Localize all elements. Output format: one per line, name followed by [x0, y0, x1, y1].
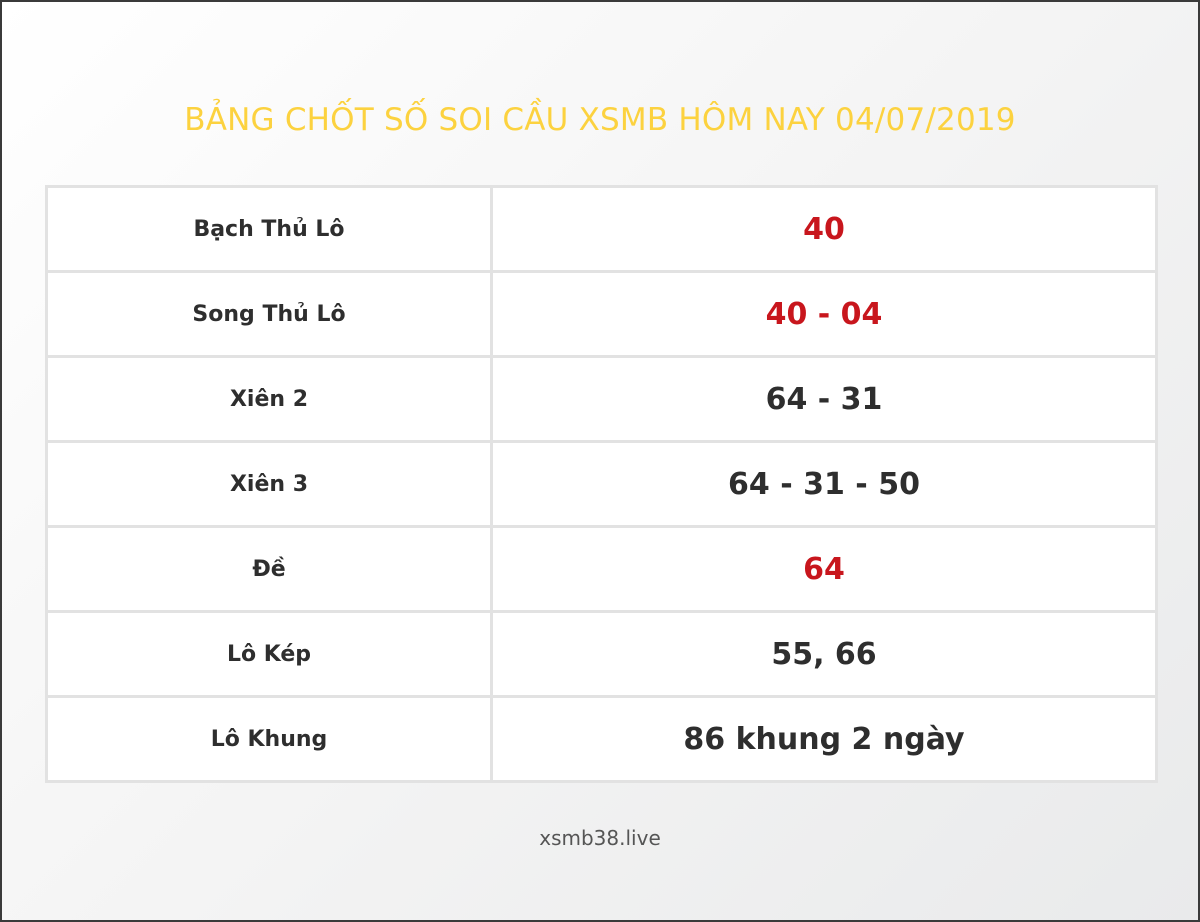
row-label: Song Thủ Lô	[45, 270, 493, 358]
row-value: 64 - 31	[490, 355, 1158, 443]
table-row: Lô Khung 86 khung 2 ngày	[45, 695, 1158, 783]
row-label: Lô Khung	[45, 695, 493, 783]
row-value: 40 - 04	[490, 270, 1158, 358]
page-title: BẢNG CHỐT SỐ SOI CẦU XSMB HÔM NAY 04/07/…	[184, 102, 1016, 138]
table-row: Xiên 2 64 - 31	[45, 355, 1158, 443]
table-row: Lô Kép 55, 66	[45, 610, 1158, 698]
row-label: Xiên 3	[45, 440, 493, 528]
row-value: 86 khung 2 ngày	[490, 695, 1158, 783]
table-row: Song Thủ Lô 40 - 04	[45, 270, 1158, 358]
table-row: Đề 64	[45, 525, 1158, 613]
row-value: 40	[490, 185, 1158, 273]
row-label: Đề	[45, 525, 493, 613]
row-label: Bạch Thủ Lô	[45, 185, 493, 273]
row-value: 64	[490, 525, 1158, 613]
row-label: Lô Kép	[45, 610, 493, 698]
row-value: 55, 66	[490, 610, 1158, 698]
table-row: Bạch Thủ Lô 40	[45, 185, 1158, 273]
table-row: Xiên 3 64 - 31 - 50	[45, 440, 1158, 528]
row-label: Xiên 2	[45, 355, 493, 443]
row-value: 64 - 31 - 50	[490, 440, 1158, 528]
site-footer: xsmb38.live	[539, 826, 661, 850]
